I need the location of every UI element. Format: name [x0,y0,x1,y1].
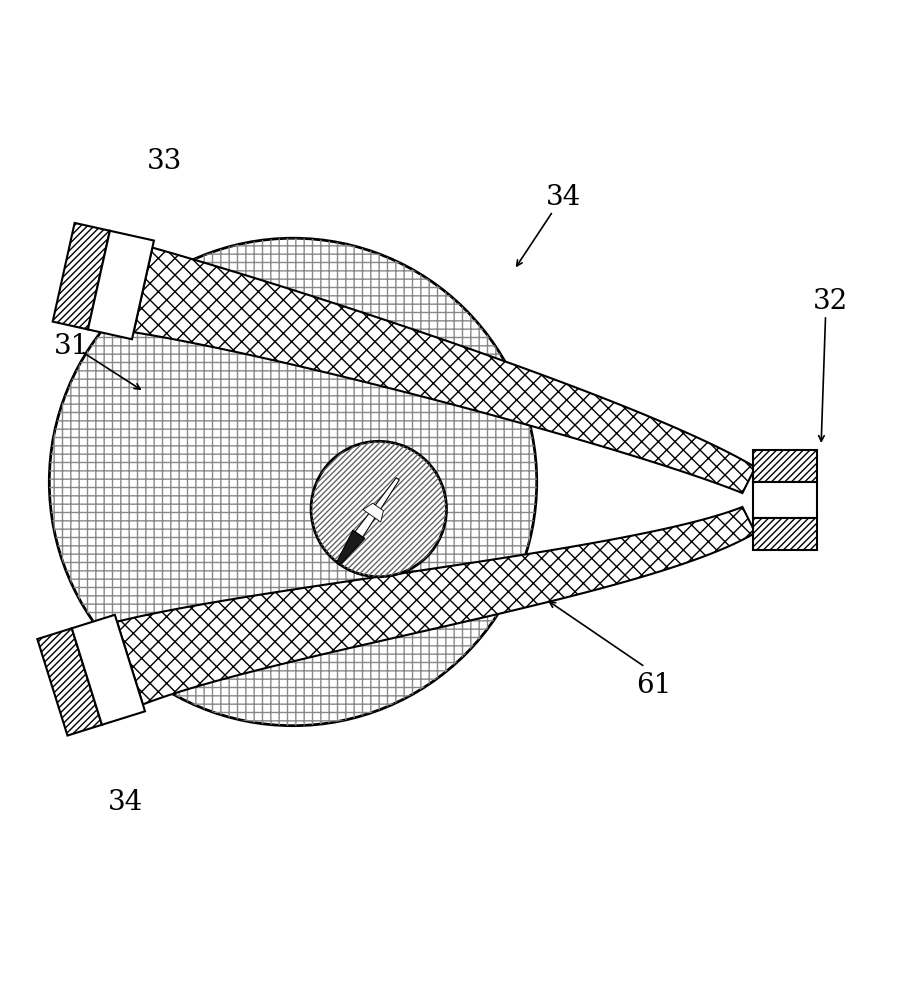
Text: 34: 34 [108,789,143,816]
Bar [753,518,816,550]
Circle shape [311,441,446,577]
Polygon shape [53,223,110,329]
Polygon shape [336,530,364,565]
Polygon shape [363,503,384,522]
Polygon shape [355,478,399,537]
Circle shape [49,238,537,726]
Text: 61: 61 [637,672,671,699]
Polygon shape [88,231,154,339]
Text: 32: 32 [813,288,848,315]
Text: 31: 31 [54,333,89,360]
Polygon shape [37,628,102,736]
Bar [753,450,816,482]
Polygon shape [134,248,755,493]
Polygon shape [72,615,145,725]
Text: 34: 34 [547,184,581,211]
Bar [753,482,816,518]
Polygon shape [117,507,755,704]
Text: 33: 33 [147,148,182,175]
